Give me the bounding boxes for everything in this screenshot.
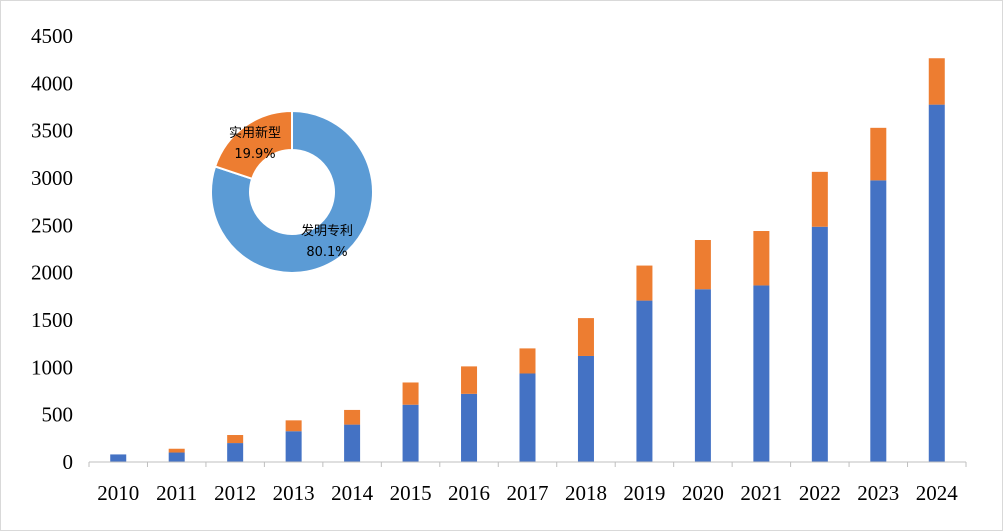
x-axis	[88, 461, 967, 467]
x-tick-label: 2022	[799, 481, 841, 505]
bar-segment-invention	[928, 104, 945, 462]
bar-series	[110, 58, 945, 462]
x-tick-label: 2019	[623, 481, 665, 505]
y-tick-label: 500	[42, 403, 74, 427]
bar-segment-invention	[870, 180, 887, 462]
y-tick-label: 4000	[31, 71, 73, 95]
x-tick-label: 2020	[682, 481, 724, 505]
bar-segment-invention	[636, 300, 653, 462]
y-axis-ticks: 0 500 1000 1500 2000 2500 3000 3500 4000 4500	[31, 24, 73, 474]
bar-segment-utility	[461, 366, 478, 394]
bar-segment-invention	[577, 355, 594, 462]
bar-segment-invention	[110, 454, 127, 462]
y-tick-label: 2500	[31, 213, 73, 237]
bar-segment-utility	[636, 265, 653, 301]
bar-segment-invention	[402, 404, 419, 462]
bar-segment-invention	[753, 285, 770, 462]
bar-segment-utility	[753, 231, 770, 286]
bar-segment-utility	[519, 348, 536, 374]
bar-segment-utility	[344, 409, 361, 425]
bar-segment-invention	[168, 452, 185, 462]
bar-segment-invention	[344, 424, 361, 462]
x-tick-label: 2013	[273, 481, 315, 505]
x-tick-label: 2018	[565, 481, 607, 505]
y-tick-label: 3500	[31, 119, 73, 143]
bar-segment-utility	[577, 318, 594, 356]
donut-chart	[210, 109, 374, 274]
y-tick-label: 3000	[31, 166, 73, 190]
pie-label-utility-name: 实用新型	[229, 125, 281, 141]
bar-segment-invention	[519, 373, 536, 462]
pie-label-invention-name: 发明专利	[301, 223, 353, 239]
bar-segment-invention	[227, 443, 244, 462]
y-tick-label: 1000	[31, 355, 73, 379]
bar-segment-invention	[694, 289, 711, 462]
bar-segment-utility	[811, 171, 828, 227]
x-tick-label: 2012	[214, 481, 256, 505]
y-tick-label: 2000	[31, 261, 73, 285]
x-tick-label: 2011	[156, 481, 197, 505]
x-tick-label: 2024	[916, 481, 959, 505]
bar-segment-invention	[811, 226, 828, 462]
x-tick-label: 2014	[331, 481, 374, 505]
x-tick-label: 2010	[97, 481, 139, 505]
y-tick-label: 1500	[31, 308, 73, 332]
y-tick-label: 0	[63, 450, 74, 474]
x-tick-label: 2017	[507, 481, 549, 505]
bar-segment-invention	[285, 431, 302, 462]
bar-segment-utility	[285, 420, 302, 432]
x-tick-label: 2023	[857, 481, 899, 505]
bar-segment-utility	[168, 448, 185, 453]
pie-label-invention-pct: 80.1%	[306, 245, 347, 260]
bar-segment-invention	[461, 393, 478, 462]
donut-slice-invention	[210, 109, 374, 274]
y-tick-label: 4500	[31, 24, 73, 48]
pie-label-utility-pct: 19.9%	[234, 147, 275, 162]
donut-slice-utility	[213, 109, 293, 181]
x-tick-label: 2021	[740, 481, 782, 505]
bar-segment-utility	[870, 127, 887, 181]
x-tick-label: 2015	[390, 481, 432, 505]
bar-segment-utility	[402, 382, 419, 405]
x-tick-label: 2016	[448, 481, 490, 505]
bar-segment-utility	[227, 435, 244, 444]
donut-labels: 实用新型 19.9% 发明专利 80.1%	[229, 125, 353, 260]
bar-segment-utility	[928, 58, 945, 105]
bar-segment-utility	[694, 240, 711, 290]
x-axis-ticks: 2010 2011 2012 2013 2014 2015 2016 2017 2018 2019…	[97, 481, 958, 505]
